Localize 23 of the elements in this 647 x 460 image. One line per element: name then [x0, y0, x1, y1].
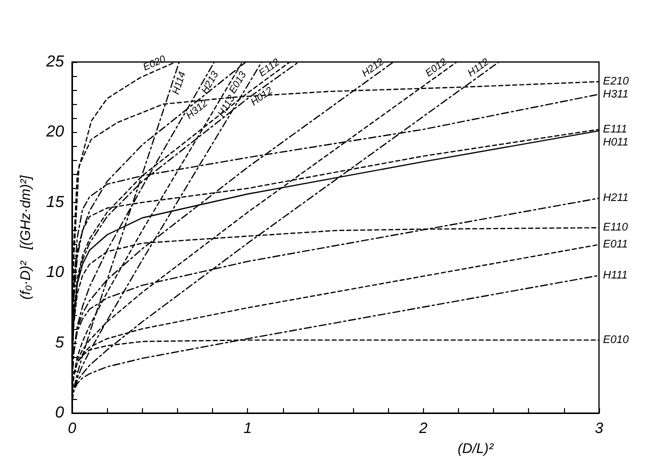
x-tick-label: 2	[418, 420, 428, 438]
y-axis-title: (f₀·D)² [(GHz·dm)²]	[17, 174, 33, 300]
x-tick-label: 3	[594, 420, 604, 438]
y-tick-label: 5	[55, 334, 64, 352]
text: H213	[200, 69, 222, 96]
series-label: H311	[603, 88, 628, 101]
y-tick-label: 25	[45, 54, 64, 70]
x-tick-label: 0	[68, 420, 77, 438]
series-label: E110	[603, 222, 629, 234]
series-label: H211	[603, 192, 628, 204]
series-label: E011	[603, 238, 628, 251]
x-tick-label: 1	[243, 420, 252, 438]
series-label: H011	[603, 136, 628, 148]
text: H114	[170, 70, 189, 96]
y-tick-label: 20	[45, 124, 64, 141]
series-label: H111	[603, 269, 628, 282]
y-tick-label: 15	[46, 194, 64, 211]
x-axis-title: (D/L)²	[458, 440, 495, 456]
y-tick-label: 0	[55, 404, 64, 422]
series-label: E010	[603, 334, 630, 346]
series-label: E111	[603, 123, 628, 136]
y-tick-label: 10	[46, 264, 64, 282]
series-label: E210	[603, 76, 630, 88]
